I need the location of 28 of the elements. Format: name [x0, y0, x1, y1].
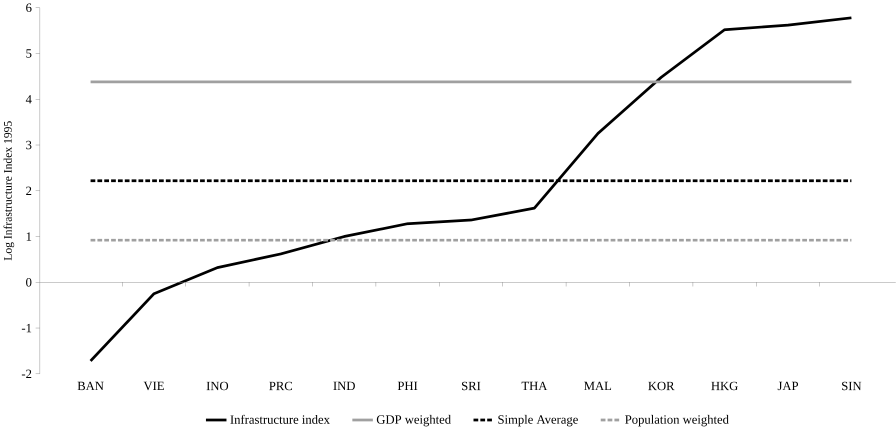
x-tick-label: PHI: [398, 382, 418, 390]
x-tick-label: KOR: [648, 382, 675, 390]
y-tick-label: 0: [26, 278, 32, 287]
y-tick-label: 1: [26, 232, 32, 241]
x-tick-label: SRI: [462, 382, 480, 390]
x-tick-label: MAL: [584, 382, 612, 390]
y-tick-label: 4: [26, 95, 32, 104]
legend-label: GDP weighted: [376, 415, 451, 427]
legend-label: Simple Average: [498, 415, 578, 427]
line-series: [89, 16, 853, 363]
x-tick-label: BAN: [78, 382, 104, 390]
x-tick-label: IND: [333, 382, 355, 390]
x-tick-label: VIE: [144, 382, 164, 390]
x-tick-label: SIN: [842, 382, 862, 390]
y-axis-title: Log Infrastructure Index 1995: [4, 122, 14, 261]
x-tick-label: HKG: [711, 382, 738, 390]
y-tick-label: 5: [26, 50, 32, 58]
legend-label: Infrastructure index: [230, 415, 330, 424]
y-tick-label: -2: [22, 370, 32, 378]
y-tick-label: 3: [26, 141, 32, 150]
y-tick-label: -1: [22, 324, 32, 332]
x-tick-label: THA: [522, 382, 548, 390]
x-tick-label: PRC: [269, 382, 292, 390]
x-tick-label: JAP: [778, 382, 798, 390]
y-tick-label: 2: [26, 186, 32, 196]
legend-label: Population weighted: [625, 415, 729, 427]
y-tick-label: 6: [26, 4, 32, 12]
x-tick-label: INO: [206, 382, 228, 390]
